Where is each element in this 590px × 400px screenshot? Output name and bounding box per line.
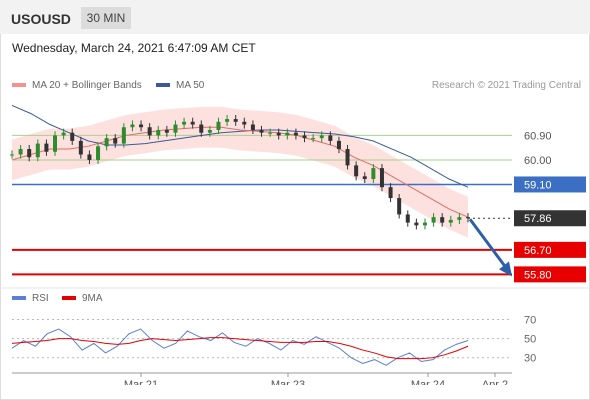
candle-body — [242, 121, 247, 125]
candle-body — [354, 165, 359, 177]
level-badge-57-86 — [514, 210, 586, 227]
candle-body — [285, 132, 290, 136]
candle-body — [104, 138, 109, 147]
candle-body — [268, 132, 273, 134]
candle-body — [156, 129, 161, 136]
candle-body — [457, 217, 462, 220]
candle-body — [440, 217, 445, 223]
legend-ma20-swatch — [12, 83, 26, 88]
candle-body — [164, 129, 169, 133]
candle-body — [233, 119, 238, 122]
legend-ma50-label: MA 50 — [176, 80, 205, 91]
x-tick-label: Apr 2 — [482, 379, 508, 385]
legend-9ma: 9MA — [62, 293, 103, 304]
candle-body — [397, 198, 402, 215]
candle-body — [207, 129, 212, 133]
candle-body — [259, 129, 264, 133]
candle-body — [27, 149, 32, 158]
level-label-60-90: 60.90 — [524, 130, 552, 142]
bollinger-band — [12, 106, 468, 238]
x-tick-label: Mar 24 — [411, 379, 445, 385]
level-label-55-80: 55.80 — [524, 269, 552, 281]
symbol-label: USOUSD — [11, 11, 71, 27]
candle-body — [225, 119, 230, 122]
candle-body — [44, 143, 49, 152]
candle-body — [431, 217, 436, 223]
candle-body — [139, 124, 144, 128]
candle-body — [190, 121, 195, 125]
candle-body — [121, 127, 126, 144]
legend-rsi-swatch — [12, 296, 26, 301]
legend-9ma-swatch — [62, 296, 76, 301]
candle-body — [319, 135, 324, 139]
candle-body — [216, 121, 221, 130]
candle-body — [388, 187, 393, 199]
timestamp: Wednesday, March 24, 2021 6:47:09 AM CET — [12, 41, 256, 55]
legend-ma20: MA 20 + Bollinger Bands — [12, 80, 142, 91]
candle-body — [35, 143, 40, 158]
level-label-57-86: 57.86 — [524, 213, 552, 225]
candle-body — [422, 222, 427, 226]
level-badge-56-70 — [514, 241, 586, 258]
ma50-line — [11, 104, 469, 188]
legend-rsi: RSI — [12, 293, 49, 304]
candle-body — [10, 154, 14, 156]
candle-body — [199, 124, 204, 133]
legend-ma50: MA 50 — [156, 80, 204, 91]
level-label-60-00: 60.00 — [524, 155, 552, 167]
candle-body — [466, 217, 470, 219]
ma20-line — [11, 126, 469, 218]
x-tick-label: Mar 21 — [124, 379, 158, 385]
candle-body — [173, 124, 178, 133]
legend-9ma-label: 9MA — [82, 293, 103, 304]
forecast-arrow-line — [468, 218, 510, 272]
timeframe-button[interactable]: 30 MIN — [81, 7, 131, 29]
candle-body — [379, 168, 384, 188]
candle-body — [61, 132, 66, 136]
rsi-line-9ma — [11, 337, 469, 360]
candle-body — [311, 138, 316, 140]
candle-body — [328, 135, 333, 141]
candle-body — [147, 127, 152, 136]
copyright-text: Research © 2021 Trading Central — [431, 80, 581, 91]
candle-body — [87, 154, 92, 160]
candle-body — [182, 121, 187, 125]
legend-ma20-label: MA 20 + Bollinger Bands — [32, 80, 142, 91]
forecast-arrow-head — [499, 261, 512, 277]
candle-body — [345, 149, 350, 166]
candle-body — [78, 140, 83, 155]
candle-body — [130, 124, 135, 128]
candle-body — [362, 176, 367, 180]
candle-body — [276, 132, 281, 136]
header-bar: USOUSD 30 MIN — [0, 0, 590, 34]
x-tick-label: Mar 23 — [271, 379, 305, 385]
candle-body — [405, 214, 410, 223]
candle-body — [53, 135, 58, 152]
candle-body — [302, 135, 307, 139]
candle-body — [96, 146, 101, 160]
candle-body — [371, 168, 376, 180]
level-badge-55-80 — [514, 266, 586, 283]
rsi-tick-50: 50 — [524, 334, 536, 346]
rsi-line-rsi — [11, 328, 469, 366]
rsi-tick-30: 30 — [524, 353, 536, 365]
price-chart: 60.90 60.00 59.10 57.86 56.70 55.80 70 50 30 Mar … — [0, 104, 590, 385]
level-label-56-70: 56.70 — [524, 245, 552, 257]
candle-body — [414, 222, 419, 226]
candle-body — [448, 219, 453, 223]
candle-body — [336, 140, 341, 150]
legend-ma50-swatch — [156, 83, 170, 88]
level-badge-59-10 — [514, 176, 586, 193]
candle-body — [293, 132, 298, 136]
candle-body — [113, 138, 118, 144]
legend-rsi-label: RSI — [32, 293, 49, 304]
level-label-59-10: 59.10 — [524, 179, 552, 191]
candle-body — [18, 149, 23, 155]
candle-body — [250, 124, 255, 130]
rsi-tick-70: 70 — [524, 315, 536, 327]
candle-body — [70, 132, 75, 141]
